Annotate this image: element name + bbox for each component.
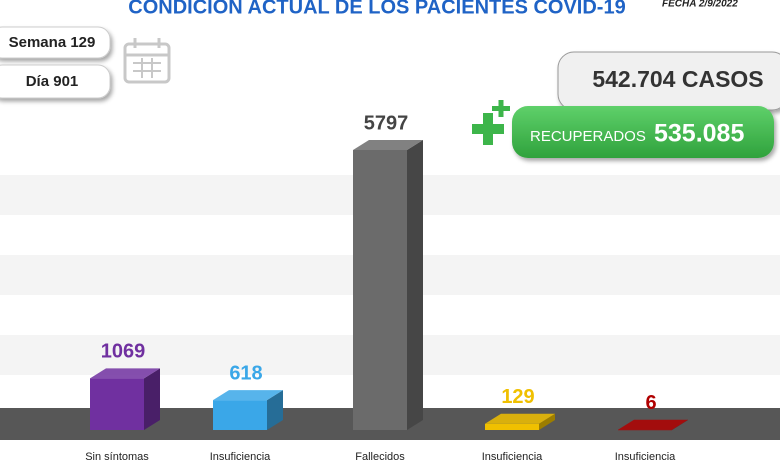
x-tick-label: Fallecidos (355, 451, 405, 463)
x-tick-label: Insuficiencia (615, 451, 676, 463)
bar (485, 423, 539, 430)
bar-top (485, 413, 555, 424)
bar-side (539, 413, 555, 430)
bar-side (267, 390, 283, 430)
recovered-box (512, 106, 774, 158)
day-badge (0, 64, 111, 99)
bar-top (618, 419, 688, 430)
calendar-icon (123, 38, 171, 84)
plus-icon (472, 100, 510, 145)
recovered-value: 535.085 (654, 120, 744, 148)
bar-side (407, 140, 423, 430)
bar (618, 429, 672, 431)
value-label: 6 (645, 392, 656, 414)
value-label: 1069 (101, 341, 146, 363)
bar-top (213, 390, 283, 401)
cases: 542.704 CASOS (592, 66, 763, 92)
bar (213, 400, 267, 430)
x-tick-label: Insuficiencia (482, 451, 543, 463)
chart-title: CONDICIÓN ACTUAL DE LOS PACIENTES COVID-… (128, 0, 625, 18)
bar-side (672, 419, 688, 430)
week-badge (0, 26, 111, 59)
day: Día 901 (26, 73, 79, 90)
bar (353, 150, 407, 430)
value-label: 129 (501, 386, 534, 408)
date: FECHA 2/9/2022 (662, 0, 738, 10)
recovered-label: RECUPERADOS (530, 128, 646, 145)
bar-top (90, 368, 160, 379)
bar (90, 378, 144, 430)
bar-top (353, 140, 423, 150)
week: Semana 129 (9, 34, 96, 51)
bar-side (144, 368, 160, 430)
x-tick-label: Sin síntomas (85, 451, 149, 463)
value-label: 5797 (364, 112, 409, 134)
value-label: 618 (229, 362, 262, 384)
x-tick-label: Insuficiencia (210, 451, 271, 463)
